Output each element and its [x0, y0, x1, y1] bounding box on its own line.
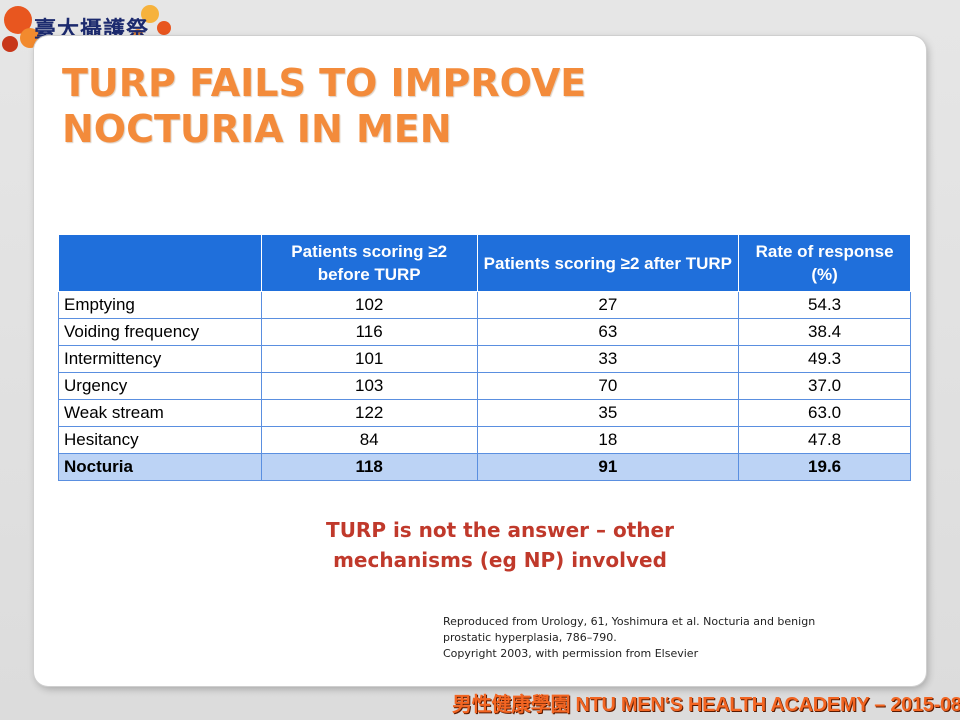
header-symptom [58, 234, 262, 292]
citation-line-2: prostatic hyperplasia, 786–790. [443, 631, 617, 644]
table-header-row: Patients scoring ≥2 before TURP Patients… [58, 234, 911, 292]
table-row: Hesitancy 84 18 47.8 [58, 426, 911, 454]
footer-banner: 男性健康學園 NTU MEN‘S HEALTH ACADEMY – 2015-0… [452, 694, 960, 716]
row-label: Nocturia [58, 453, 262, 481]
after-value: 18 [476, 426, 740, 454]
after-value: 35 [476, 399, 740, 427]
row-label: Weak stream [58, 399, 262, 427]
before-value: 102 [260, 291, 478, 319]
after-value: 27 [476, 291, 740, 319]
table-row-highlighted: Nocturia 118 91 19.6 [58, 453, 911, 481]
after-value: 70 [476, 372, 740, 400]
row-label: Urgency [58, 372, 262, 400]
table-row: Voiding frequency 116 63 38.4 [58, 318, 911, 346]
rate-value: 37.0 [738, 372, 911, 400]
takeaway-message: TURP is not the answer – other mechanism… [250, 515, 750, 575]
rate-value: 63.0 [738, 399, 911, 427]
before-value: 116 [260, 318, 478, 346]
row-label: Hesitancy [58, 426, 262, 454]
after-value: 33 [476, 345, 740, 373]
takeaway-line-1: TURP is not the answer – other [326, 518, 674, 542]
row-label: Intermittency [58, 345, 262, 373]
rate-value: 54.3 [738, 291, 911, 319]
rate-value: 38.4 [738, 318, 911, 346]
rate-value: 49.3 [738, 345, 911, 373]
before-value: 84 [260, 426, 478, 454]
slide-title: TURP FAILS TO IMPROVE NOCTURIA IN MEN [62, 60, 822, 152]
title-line-1: TURP FAILS TO IMPROVE [62, 61, 587, 105]
rate-value: 47.8 [738, 426, 911, 454]
rate-value: 19.6 [738, 453, 911, 481]
header-after-turp: Patients scoring ≥2 after TURP [476, 234, 740, 292]
header-response-rate: Rate of response (%) [738, 234, 911, 292]
header-before-turp: Patients scoring ≥2 before TURP [260, 234, 478, 292]
after-value: 91 [476, 453, 740, 481]
row-label: Voiding frequency [58, 318, 262, 346]
table-row: Weak stream 122 35 63.0 [58, 399, 911, 427]
title-line-2: NOCTURIA IN MEN [62, 107, 452, 151]
table-row: Intermittency 101 33 49.3 [58, 345, 911, 373]
citation-line-1: Reproduced from Urology, 61, Yoshimura e… [443, 615, 816, 628]
table-row: Urgency 103 70 37.0 [58, 372, 911, 400]
before-value: 118 [260, 453, 478, 481]
symptom-response-table: Patients scoring ≥2 before TURP Patients… [58, 234, 911, 481]
citation-line-3: Copyright 2003, with permission from Els… [443, 647, 699, 660]
before-value: 101 [260, 345, 478, 373]
takeaway-line-2: mechanisms (eg NP) involved [333, 548, 667, 572]
before-value: 103 [260, 372, 478, 400]
after-value: 63 [476, 318, 740, 346]
row-label: Emptying [58, 291, 262, 319]
before-value: 122 [260, 399, 478, 427]
citation-note: Reproduced from Urology, 61, Yoshimura e… [443, 614, 913, 662]
table-row: Emptying 102 27 54.3 [58, 291, 911, 319]
